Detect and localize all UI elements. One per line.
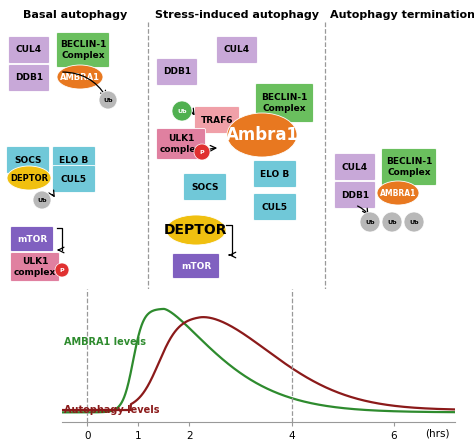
Circle shape	[194, 144, 210, 160]
Text: BECLIN-1
Complex: BECLIN-1 Complex	[60, 40, 106, 59]
Text: BECLIN-1
Complex: BECLIN-1 Complex	[386, 157, 432, 177]
Text: Ub: Ub	[37, 198, 47, 202]
FancyBboxPatch shape	[56, 32, 109, 67]
FancyBboxPatch shape	[53, 166, 95, 193]
FancyBboxPatch shape	[7, 147, 49, 174]
Text: ULK1
complex: ULK1 complex	[14, 258, 56, 277]
Circle shape	[33, 191, 51, 209]
Circle shape	[99, 91, 117, 109]
Text: DDB1: DDB1	[163, 67, 191, 76]
Text: TRAF6: TRAF6	[201, 115, 233, 124]
Circle shape	[360, 212, 380, 232]
Text: Ub: Ub	[365, 219, 375, 225]
Text: DEPTOR: DEPTOR	[10, 174, 48, 182]
Text: mTOR: mTOR	[17, 234, 47, 243]
Ellipse shape	[377, 181, 419, 205]
Text: Stress-induced autophagy: Stress-induced autophagy	[155, 10, 319, 20]
Text: Autophagy levels: Autophagy levels	[64, 405, 160, 415]
Ellipse shape	[7, 166, 51, 190]
Text: Ub: Ub	[177, 108, 187, 114]
Text: Ub: Ub	[409, 219, 419, 225]
Text: CUL4: CUL4	[16, 45, 42, 55]
Text: P: P	[60, 267, 64, 273]
Text: SOCS: SOCS	[14, 155, 42, 164]
FancyBboxPatch shape	[382, 148, 437, 186]
Text: CUL4: CUL4	[342, 163, 368, 171]
FancyBboxPatch shape	[10, 226, 54, 251]
Text: ULK1
complex: ULK1 complex	[160, 134, 202, 154]
FancyBboxPatch shape	[255, 83, 313, 123]
Ellipse shape	[166, 215, 226, 245]
Ellipse shape	[57, 65, 103, 89]
Ellipse shape	[227, 113, 297, 157]
Text: Basal autophagy: Basal autophagy	[23, 10, 127, 20]
Circle shape	[404, 212, 424, 232]
Text: DDB1: DDB1	[15, 74, 43, 83]
Circle shape	[55, 263, 69, 277]
Text: SOCS: SOCS	[191, 182, 219, 191]
Text: DDB1: DDB1	[341, 190, 369, 199]
FancyBboxPatch shape	[217, 36, 257, 63]
FancyBboxPatch shape	[9, 36, 49, 63]
Text: CUL5: CUL5	[262, 202, 288, 211]
Circle shape	[382, 212, 402, 232]
Text: AMBRA1: AMBRA1	[60, 72, 100, 82]
FancyBboxPatch shape	[156, 128, 206, 159]
Text: (hrs): (hrs)	[426, 429, 450, 439]
Text: BECLIN-1
Complex: BECLIN-1 Complex	[261, 93, 308, 113]
FancyBboxPatch shape	[254, 194, 297, 221]
FancyBboxPatch shape	[173, 254, 219, 278]
FancyBboxPatch shape	[10, 253, 60, 281]
Text: CUL4: CUL4	[224, 45, 250, 55]
Text: Ambra1: Ambra1	[226, 126, 299, 144]
Text: ELO B: ELO B	[59, 155, 89, 164]
FancyBboxPatch shape	[194, 107, 239, 134]
FancyBboxPatch shape	[254, 160, 297, 187]
Text: AMBRA1 levels: AMBRA1 levels	[64, 337, 146, 347]
FancyBboxPatch shape	[156, 59, 198, 86]
Text: Ub: Ub	[387, 219, 397, 225]
Text: P: P	[200, 150, 204, 155]
Text: Autophagy termination: Autophagy termination	[330, 10, 474, 20]
FancyBboxPatch shape	[53, 147, 95, 174]
Circle shape	[172, 101, 192, 121]
Text: Ub: Ub	[103, 98, 113, 103]
Text: CUL5: CUL5	[61, 174, 87, 183]
Text: AMBRA1: AMBRA1	[380, 189, 416, 198]
FancyBboxPatch shape	[335, 182, 375, 209]
Text: mTOR: mTOR	[181, 262, 211, 270]
FancyBboxPatch shape	[9, 64, 49, 91]
FancyBboxPatch shape	[335, 154, 375, 181]
Text: ELO B: ELO B	[260, 170, 290, 178]
FancyBboxPatch shape	[183, 174, 227, 201]
Text: DEPTOR: DEPTOR	[164, 223, 228, 237]
